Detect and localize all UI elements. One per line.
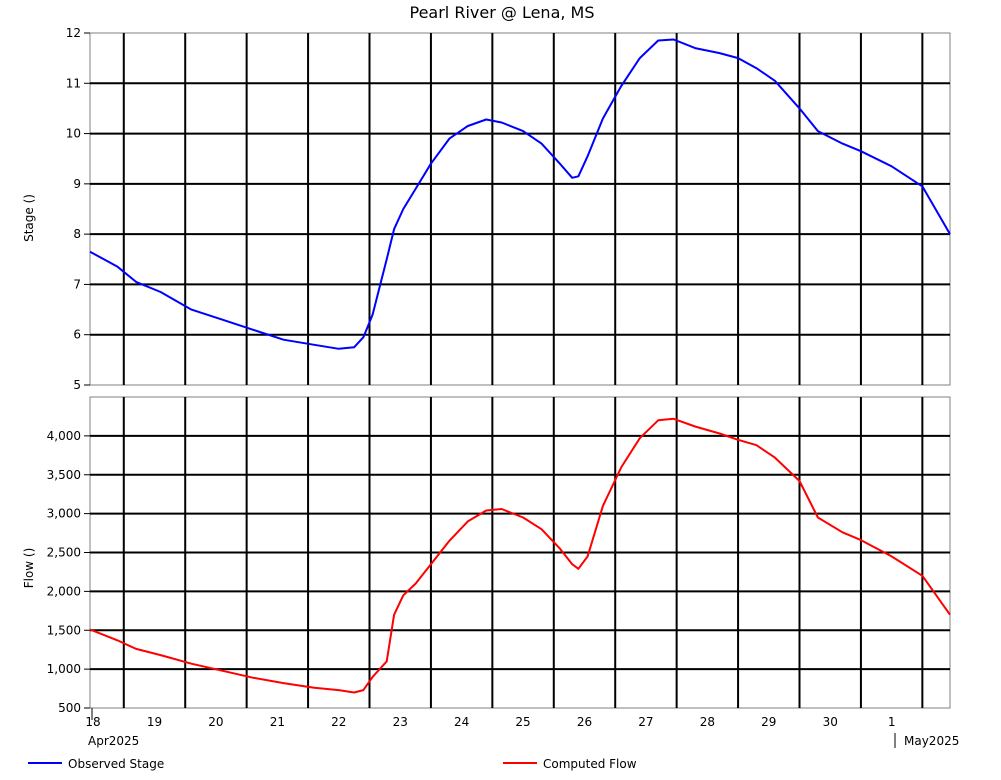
x-tick-label: 29: [761, 715, 776, 729]
stage-ytick-label: 9: [73, 177, 81, 191]
x-tick-label: 27: [638, 715, 653, 729]
flow-ytick-label: 4,000: [47, 429, 81, 443]
flow-ytick-label: 2,500: [47, 546, 81, 560]
stage-ytick-label: 8: [73, 227, 81, 241]
flow-ytick-label: 1,500: [47, 623, 81, 637]
stage-ytick-label: 10: [66, 127, 81, 141]
stage-ytick-label: 11: [66, 76, 81, 90]
flow-grid: [90, 397, 950, 708]
legend-label-flow: Computed Flow: [543, 757, 637, 771]
flow-ytick-label: 1,000: [47, 662, 81, 676]
x-tick-label: 30: [823, 715, 838, 729]
legend: Observed Stage Computed Flow: [28, 757, 637, 771]
flow-ytick-label: 500: [58, 701, 81, 715]
x-tick-label: 24: [454, 715, 469, 729]
flow-ytick-label: 3,500: [47, 468, 81, 482]
stage-ytick-label: 6: [73, 328, 81, 342]
stage-panel: 5 6 7 8 9 10 11 12 Stage (): [22, 26, 951, 392]
x-tick-label: 23: [393, 715, 408, 729]
x-tick-label: 26: [577, 715, 592, 729]
stage-ytick-label: 7: [73, 277, 81, 291]
flow-series-line: [89, 417, 951, 694]
x-tick-label: 25: [515, 715, 530, 729]
x-tick-label: 22: [331, 715, 346, 729]
stage-plot-frame: [89, 32, 951, 386]
stage-axis-label: Stage (): [22, 194, 36, 242]
x-tick-label: 1: [888, 715, 896, 729]
legend-label-stage: Observed Stage: [68, 757, 164, 771]
x-tick-label: 21: [270, 715, 285, 729]
flow-panel: 500 1,000 1,500 2,000 2,500 3,000 3,500 4,000 F…: [22, 396, 951, 715]
stage-y-ticks: 5 6 7 8 9 10 11 12: [66, 26, 90, 392]
stage-ytick-label: 12: [66, 26, 81, 40]
month-label-apr: Apr2025: [88, 734, 139, 748]
flow-y-ticks: 500 1,000 1,500 2,000 2,500 3,000 3,500 4,000: [47, 429, 90, 715]
stage-series-line: [89, 38, 951, 350]
flow-series: [89, 417, 951, 694]
x-tick-label: 28: [700, 715, 715, 729]
x-tick-label: 19: [147, 715, 162, 729]
x-tick-label: 20: [208, 715, 223, 729]
flow-axis-label: Flow (): [22, 548, 36, 589]
month-label-may: May2025: [904, 734, 959, 748]
stage-ytick-label: 5: [73, 378, 81, 392]
x-axis-ticks: 18 19 20 21 22 23 24 25 26 27 28 29 30 1: [85, 715, 895, 729]
x-secondary-labels: Apr2025 May2025: [88, 708, 959, 748]
stage-grid: [90, 33, 950, 385]
x-tick-label: 18: [85, 715, 100, 729]
chart-title: Pearl River @ Lena, MS: [409, 3, 594, 22]
flow-ytick-label: 2,000: [47, 584, 81, 598]
flow-ytick-label: 3,000: [47, 507, 81, 521]
stage-series: [89, 38, 951, 350]
